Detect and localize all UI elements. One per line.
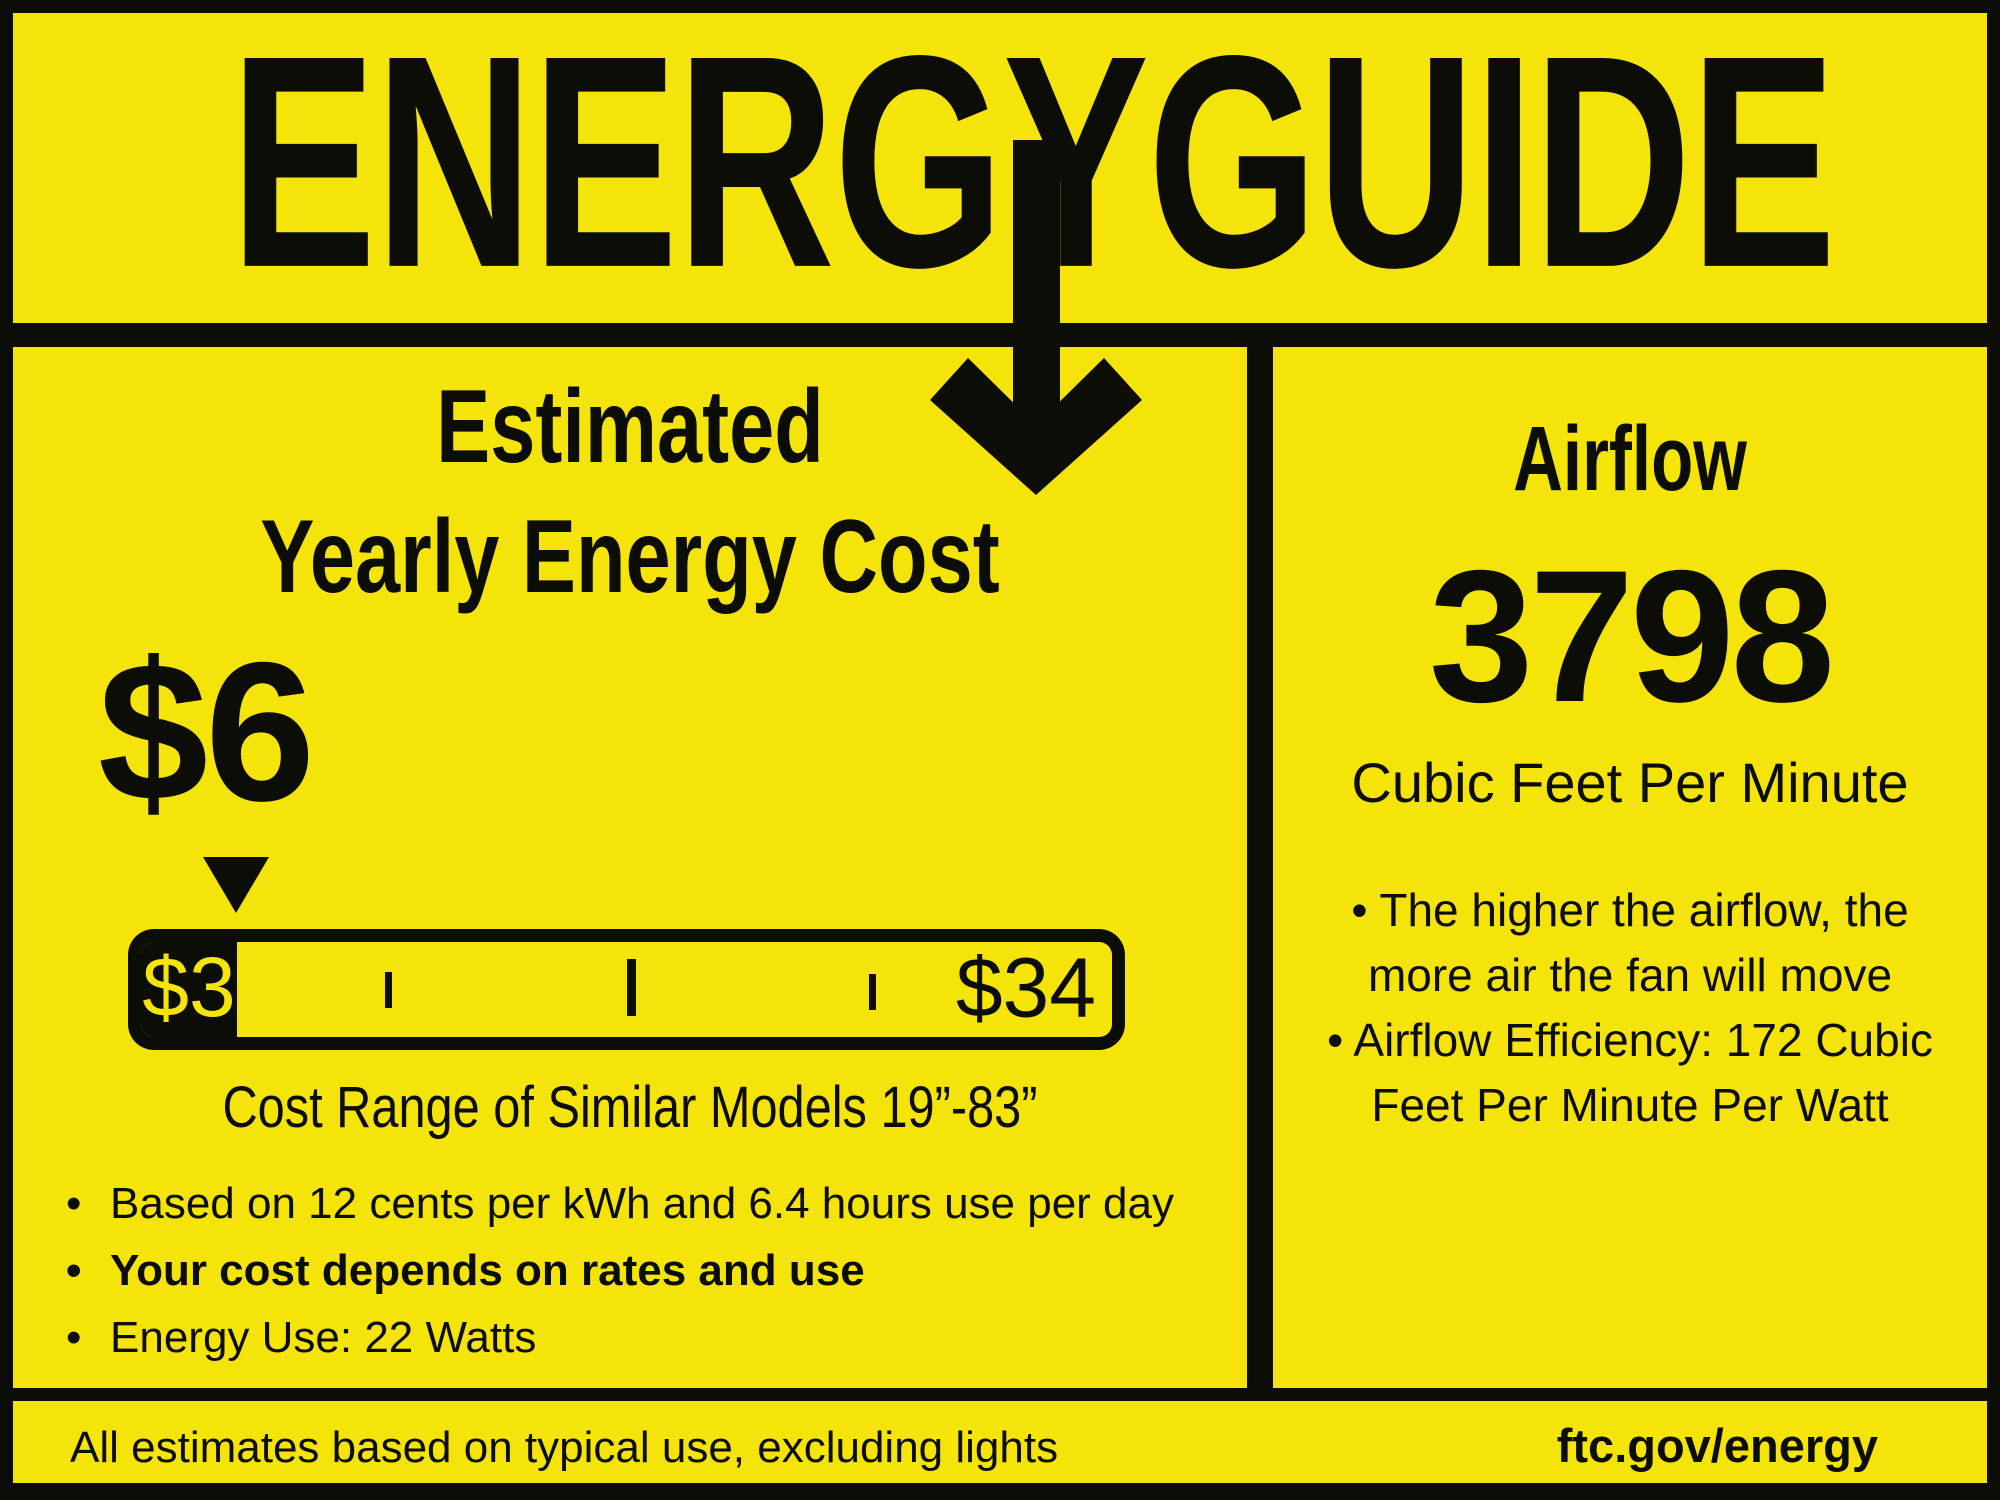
bullet-icon: • (66, 1179, 82, 1228)
cost-range-bar: $3 $34 (128, 929, 1125, 1050)
scale-max-label: $34 (955, 939, 1096, 1034)
border-top (0, 0, 2000, 13)
border-right (1987, 0, 2000, 1500)
airflow-title: Airflow (1513, 408, 1747, 510)
border-bottom (0, 1483, 2000, 1500)
cost-range-track: $3 $34 (141, 942, 1112, 1037)
bullet-icon: • (66, 1246, 82, 1295)
left-panel-title: Estimated Yearly Energy Cost (149, 362, 1112, 622)
note-line: • Your cost depends on rates and use (66, 1237, 1246, 1304)
note-line: more air the fan will move (1367, 949, 1893, 1001)
yearly-cost-value: $6 (98, 621, 315, 842)
note-line: • Energy Use: 22 Watts (66, 1304, 1246, 1371)
tick-icon (869, 974, 876, 1010)
note-text: Energy Use: 22 Watts (110, 1313, 537, 1362)
footer-divider (0, 1388, 2000, 1401)
yearly-energy-cost-label: Yearly Energy Cost (260, 499, 1000, 615)
note-text: Based on 12 cents per kWh and 6.4 hours … (110, 1179, 1174, 1228)
cost-range-fill: $3 (141, 942, 237, 1037)
cost-pointer-icon (203, 857, 269, 913)
left-panel-notes: • Based on 12 cents per kWh and 6.4 hours… (66, 1170, 1246, 1371)
airflow-unit: Cubic Feet Per Minute (1351, 751, 1909, 814)
footer-note: All estimates based on typical use, excl… (70, 1423, 1059, 1472)
note-line: • The higher the airflow, the (1351, 884, 1909, 936)
note-line: • Airflow Efficiency: 172 Cubic (1327, 1014, 1933, 1066)
panel-divider (1247, 347, 1273, 1388)
tick-icon (627, 959, 636, 1016)
bullet-icon: • (66, 1313, 82, 1362)
estimated-label: Estimated (436, 369, 824, 485)
note-line: • Based on 12 cents per kWh and 6.4 hours… (66, 1170, 1246, 1237)
airflow-notes: • The higher the airflow, the more air t… (1273, 878, 1987, 1138)
note-line: Feet Per Minute Per Watt (1371, 1079, 1889, 1131)
airflow-value: 3798 (1428, 531, 1835, 741)
note-text: Your cost depends on rates and use (110, 1246, 865, 1295)
down-arrow-icon (930, 140, 1142, 495)
footer-url: ftc.gov/energy (1556, 1419, 1878, 1472)
cost-range-caption: Cost Range of Similar Models 19”-83” (222, 1075, 1038, 1140)
scale-min-label: $3 (142, 939, 236, 1034)
tick-icon (385, 972, 392, 1008)
header-divider (0, 323, 2000, 347)
border-left (0, 0, 13, 1500)
